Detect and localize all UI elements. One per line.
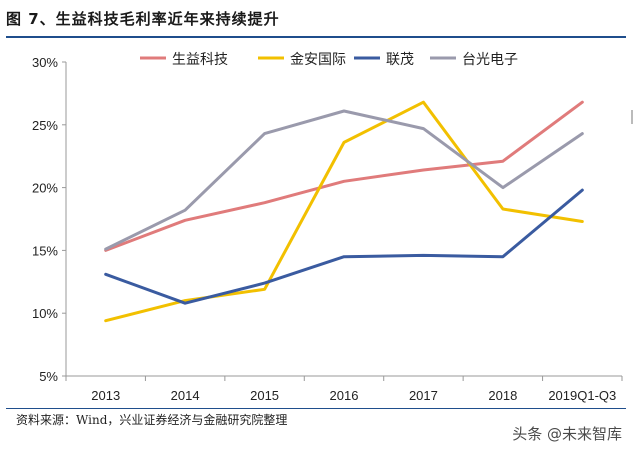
legend-label: 生益科技 <box>172 52 228 68</box>
legend-label: 台光电子 <box>462 52 518 68</box>
y-tick-label: 15% <box>32 243 58 258</box>
series-lines <box>104 100 584 323</box>
x-tick-label: 2015 <box>250 388 279 403</box>
series-line-生益科技 <box>104 100 584 252</box>
y-tick-label: 10% <box>32 306 58 321</box>
x-tick-label: 2017 <box>409 388 438 403</box>
legend-label: 金安国际 <box>290 52 346 68</box>
series-line-金安国际 <box>104 100 584 323</box>
y-tick-label: 30% <box>32 55 58 70</box>
y-tick-label: 5% <box>39 369 58 384</box>
x-tick-label: 2016 <box>330 388 359 403</box>
x-tick-label: 2018 <box>488 388 517 403</box>
x-tick-label: 2019Q1-Q3 <box>548 388 616 403</box>
source-note: 资料来源：Wind，兴业证券经济与金融研究院整理 <box>16 413 288 427</box>
edge-marker <box>631 110 633 124</box>
title-rule <box>6 36 626 38</box>
figure-title: 图 7、生益科技毛利率近年来持续提升 <box>6 10 280 28</box>
series-line-联茂 <box>104 188 584 305</box>
watermark: 头条 @未来智库 <box>512 425 622 443</box>
x-tick-label: 2014 <box>171 388 200 403</box>
source-rule <box>6 408 626 409</box>
x-tick-label: 2013 <box>91 388 120 403</box>
y-tick-label: 20% <box>32 181 58 196</box>
y-axis: 5% 10% 15% 20% 25% 30% <box>32 55 67 384</box>
series-line-台光电子 <box>104 109 584 251</box>
legend-label: 联茂 <box>386 51 414 68</box>
x-axis: 2013 2014 2015 2016 2017 2018 2019Q1-Q3 <box>65 375 623 403</box>
chart-legend: 生益科技 金安国际 联茂 台光电子 <box>140 51 518 68</box>
y-tick-label: 25% <box>32 118 58 133</box>
